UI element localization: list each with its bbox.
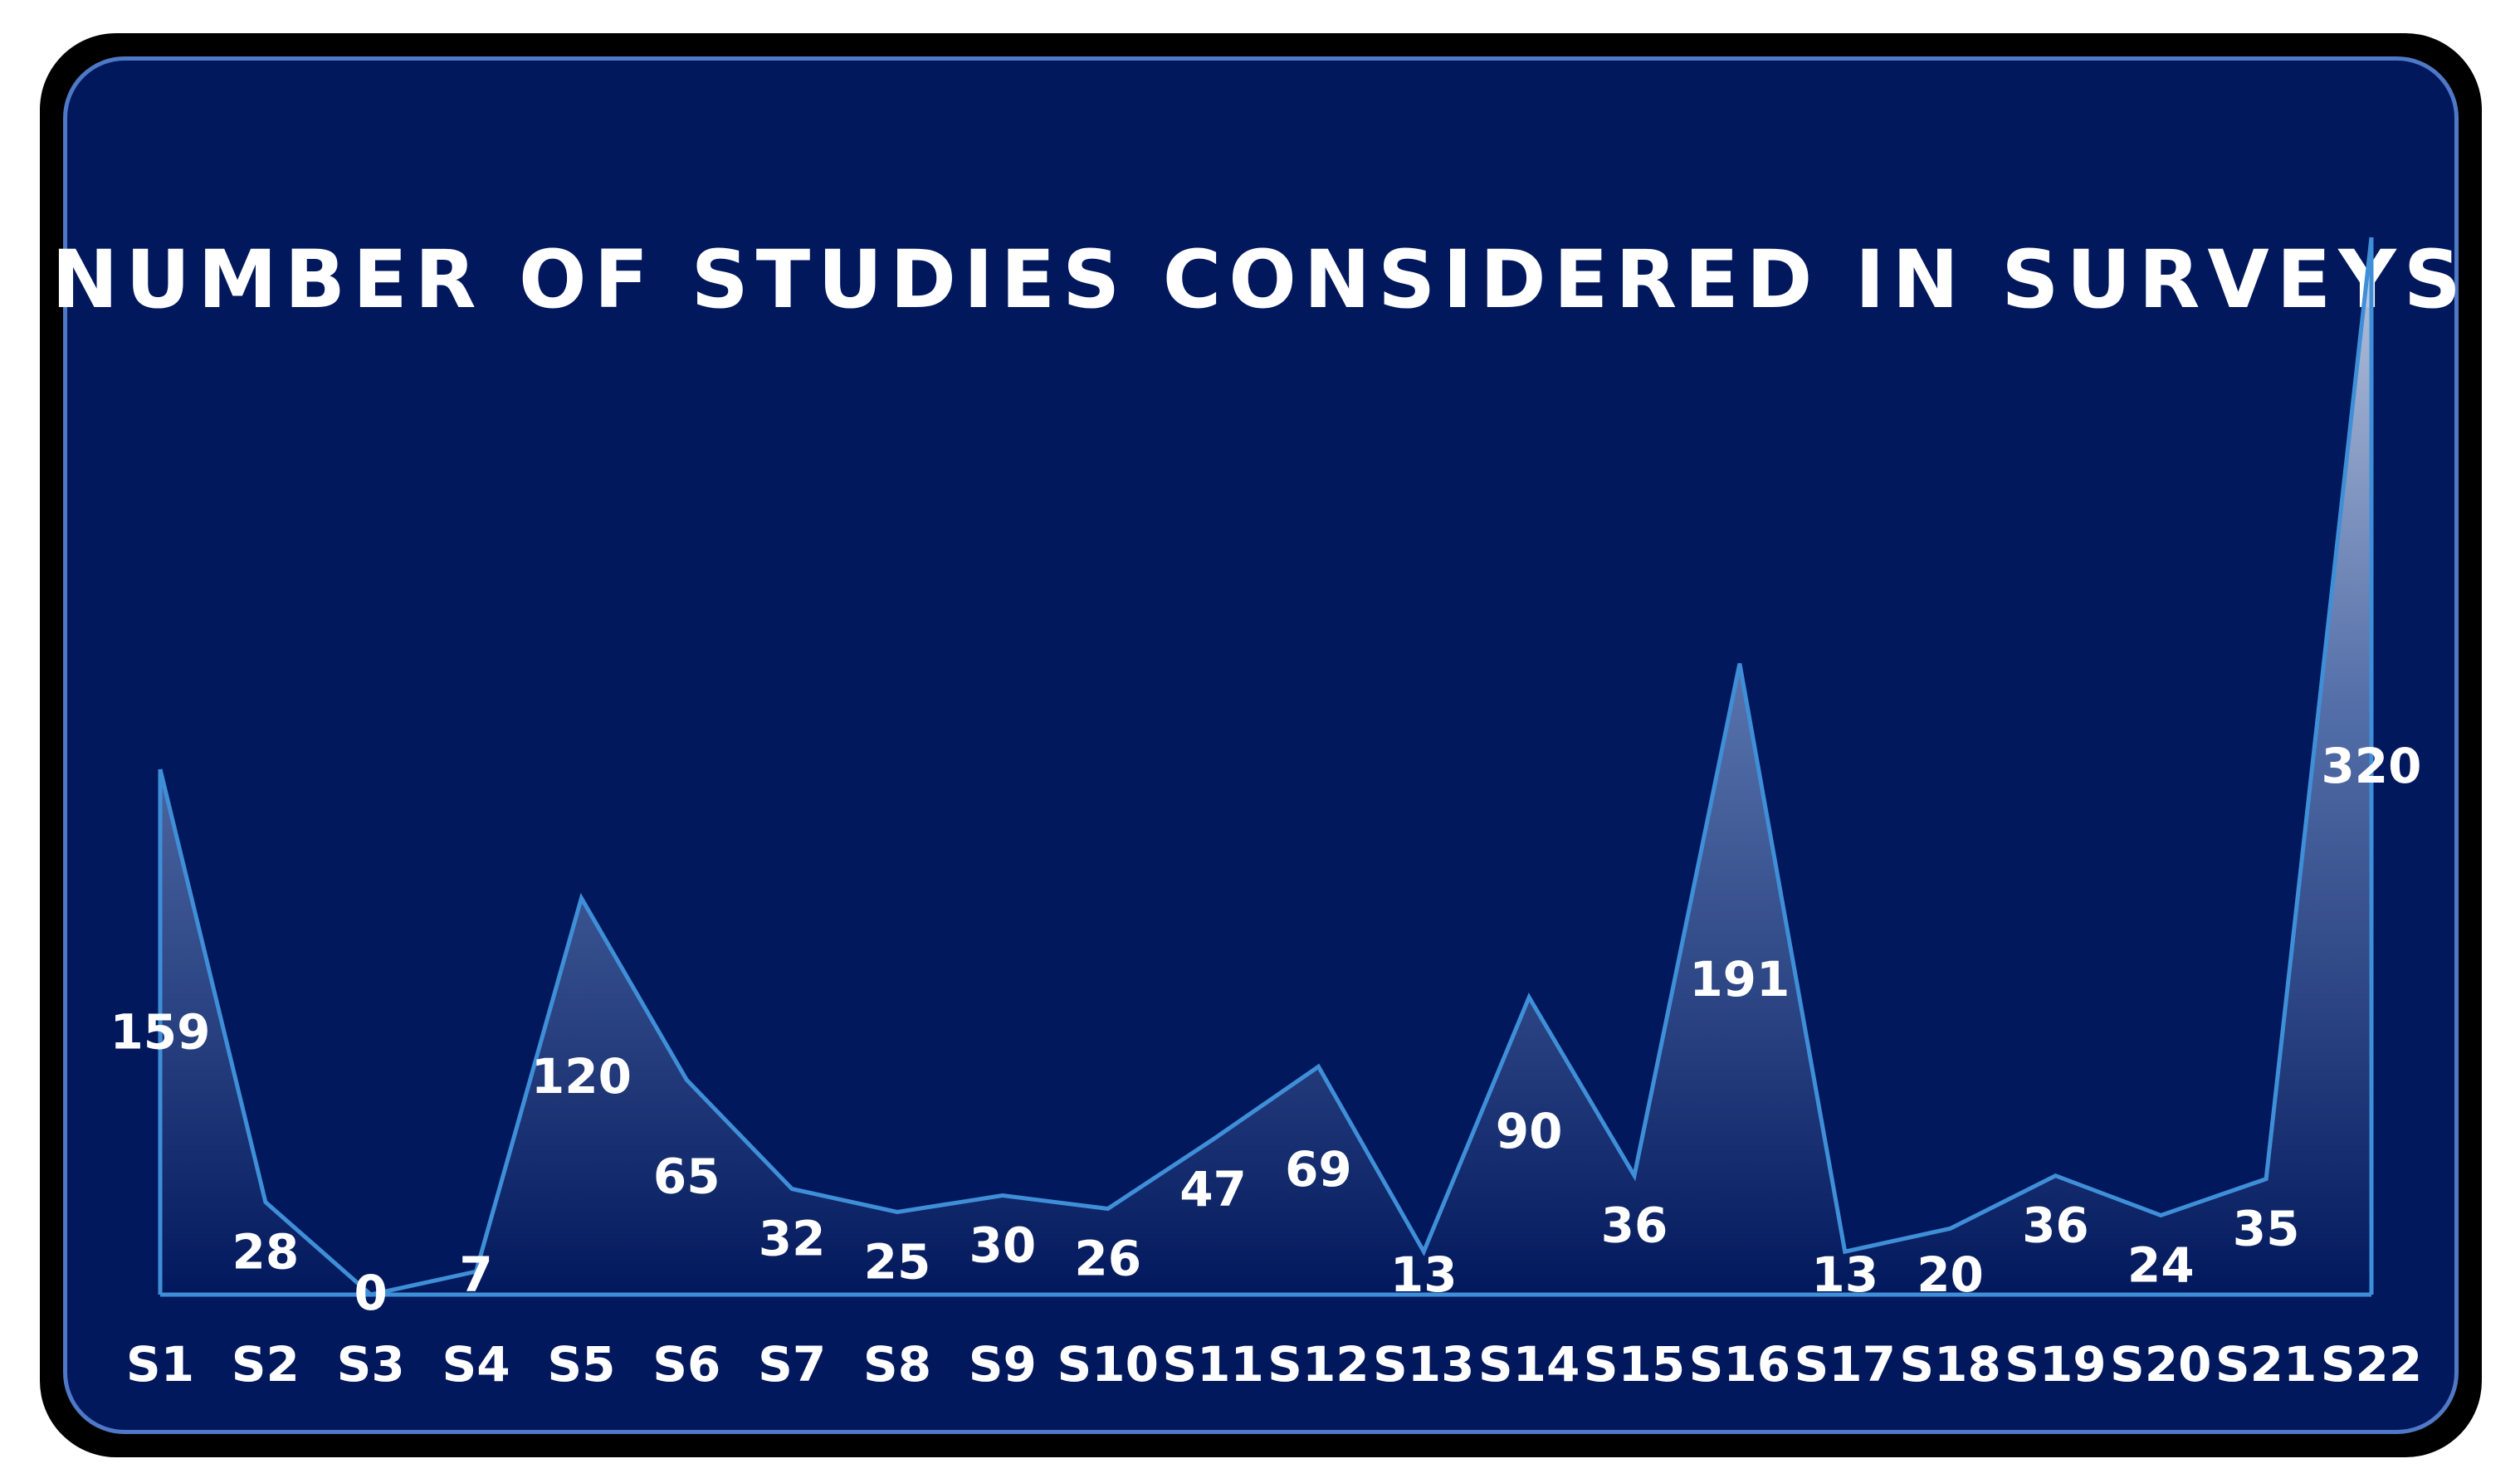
x-tick-label: S16 [1689,1336,1791,1393]
x-tick-label: S11 [1162,1336,1264,1393]
chart-title: NUMBER OF STUDIES CONSIDERED IN SURVEYS [0,221,2520,339]
x-tick-label: S18 [1899,1336,2001,1393]
x-tick-label: S6 [652,1336,720,1393]
x-tick-label: S4 [442,1336,510,1393]
data-label: 65 [653,1149,720,1205]
data-label: 24 [2127,1237,2195,1293]
x-tick-label: S8 [863,1336,931,1393]
x-tick-label: S15 [1584,1336,1686,1393]
x-tick-label: S2 [232,1336,300,1393]
data-label: 30 [969,1217,1036,1274]
x-tick-labels: S1 S2 S3 S4 S5 S6 S7 S8 S9 S10 S11 S12 S13 S14 S15 S16 S… [126,1336,2422,1393]
x-tick-label: S21 [2215,1336,2317,1393]
data-label: 36 [2022,1198,2089,1254]
data-label: 25 [864,1233,931,1290]
data-label: 159 [110,1003,210,1060]
x-tick-label: S13 [1373,1336,1475,1393]
x-tick-label: S12 [1267,1336,1370,1393]
x-tick-label: S5 [547,1336,615,1393]
x-tick-label: S3 [337,1336,405,1393]
data-label: 32 [759,1211,826,1267]
data-label: 90 [1496,1103,1563,1159]
x-tick-label: S7 [758,1336,826,1393]
x-tick-label: S17 [1794,1336,1896,1393]
data-labels: 159 28 0 7 120 65 32 25 30 26 47 69 13 90 36 191 13 20 36 2… [110,738,2421,1321]
x-tick-label: S19 [2005,1336,2107,1393]
x-tick-label: S10 [1057,1336,1159,1393]
area-fill [160,237,2371,1295]
data-label: 7 [459,1246,492,1303]
x-tick-label: S9 [969,1336,1037,1393]
data-label: 69 [1285,1141,1352,1198]
x-tick-label: S20 [2110,1336,2212,1393]
series-line [158,237,2374,1297]
data-label: 20 [1917,1246,1984,1303]
data-label: 36 [1601,1198,1668,1254]
data-label: 13 [1811,1246,1878,1303]
data-label: 28 [232,1224,299,1281]
data-label: 35 [2233,1201,2300,1257]
chart-title-text: NUMBER OF STUDIES CONSIDERED IN SURVEYS [51,233,2469,326]
data-label: 47 [1179,1161,1247,1217]
data-label: 26 [1074,1230,1141,1286]
area-layer [158,237,2374,1297]
x-axis [158,237,2374,1297]
data-label: 0 [354,1265,388,1321]
x-tick-label: S22 [2321,1336,2423,1393]
x-tick-label: S14 [1478,1336,1580,1393]
data-label: 120 [531,1048,632,1105]
drop-lines [159,237,2373,1252]
data-label: 191 [1689,951,1790,1007]
x-tick-label: S1 [126,1336,194,1393]
data-label: 13 [1390,1246,1458,1303]
data-label: 320 [2321,738,2421,794]
